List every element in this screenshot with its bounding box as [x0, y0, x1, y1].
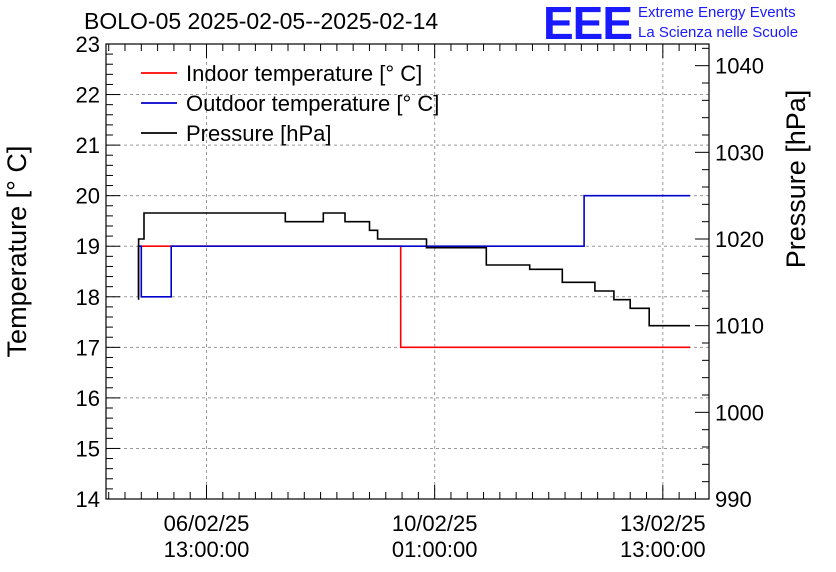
- y2-tick-label: 1030: [715, 140, 764, 165]
- y-tick-label: 16: [76, 386, 100, 411]
- legend-label-1: Indoor temperature [° C]: [186, 61, 422, 86]
- x-tick-label-date: 06/02/25: [164, 511, 250, 536]
- y-axis-title: Temperature [° C]: [2, 146, 32, 358]
- y-tick-label: 15: [76, 436, 100, 461]
- eee-logo: EEE: [543, 0, 633, 49]
- y-tick-label: 14: [76, 487, 100, 512]
- axis-labels: 14 15 16 17 18 19 20 21 22 23 990 1000 1010 1020 1030 1…: [2, 32, 811, 562]
- y-tick-label: 18: [76, 285, 100, 310]
- y2-tick-label: 1010: [715, 314, 764, 339]
- series-line-2: [137, 194, 690, 298]
- legend-label-2: Outdoor temperature [° C]: [186, 91, 439, 116]
- x-tick-label-time: 13:00:00: [164, 537, 250, 562]
- legend: Indoor temperature [° C] Outdoor temperat…: [141, 61, 439, 146]
- axis-ticks: [106, 43, 709, 500]
- y-tick-label: 17: [76, 335, 100, 360]
- y2-tick-label: 1000: [715, 400, 764, 425]
- y-tick-label: 23: [76, 32, 100, 57]
- logo-line-2: La Scienza nelle Scuole: [638, 24, 799, 41]
- y-tick-label: 22: [76, 83, 100, 108]
- x-tick-label-date: 10/02/25: [392, 511, 478, 536]
- logo-line-1: Extreme Energy Events: [638, 4, 796, 21]
- series-lines: [137, 194, 690, 349]
- plot-frame: [105, 43, 710, 500]
- x-tick-label-time: 13:00:00: [620, 537, 706, 562]
- plot-border: [105, 43, 710, 500]
- y-tick-label: 21: [76, 133, 100, 158]
- y2-tick-label: 1040: [715, 54, 764, 79]
- y-tick-label: 19: [76, 234, 100, 259]
- x-tick-label-date: 13/02/25: [620, 511, 706, 536]
- y2-axis-title: Pressure [hPa]: [781, 90, 811, 269]
- x-tick-label-time: 01:00:00: [392, 537, 478, 562]
- series-line-3: [137, 212, 690, 327]
- legend-label-3: Pressure [hPa]: [186, 121, 332, 146]
- chart-title: BOLO-05 2025-02-05--2025-02-14: [84, 8, 439, 34]
- y-tick-label: 20: [76, 184, 100, 209]
- y2-tick-label: 990: [715, 487, 752, 512]
- y2-tick-label: 1020: [715, 227, 764, 252]
